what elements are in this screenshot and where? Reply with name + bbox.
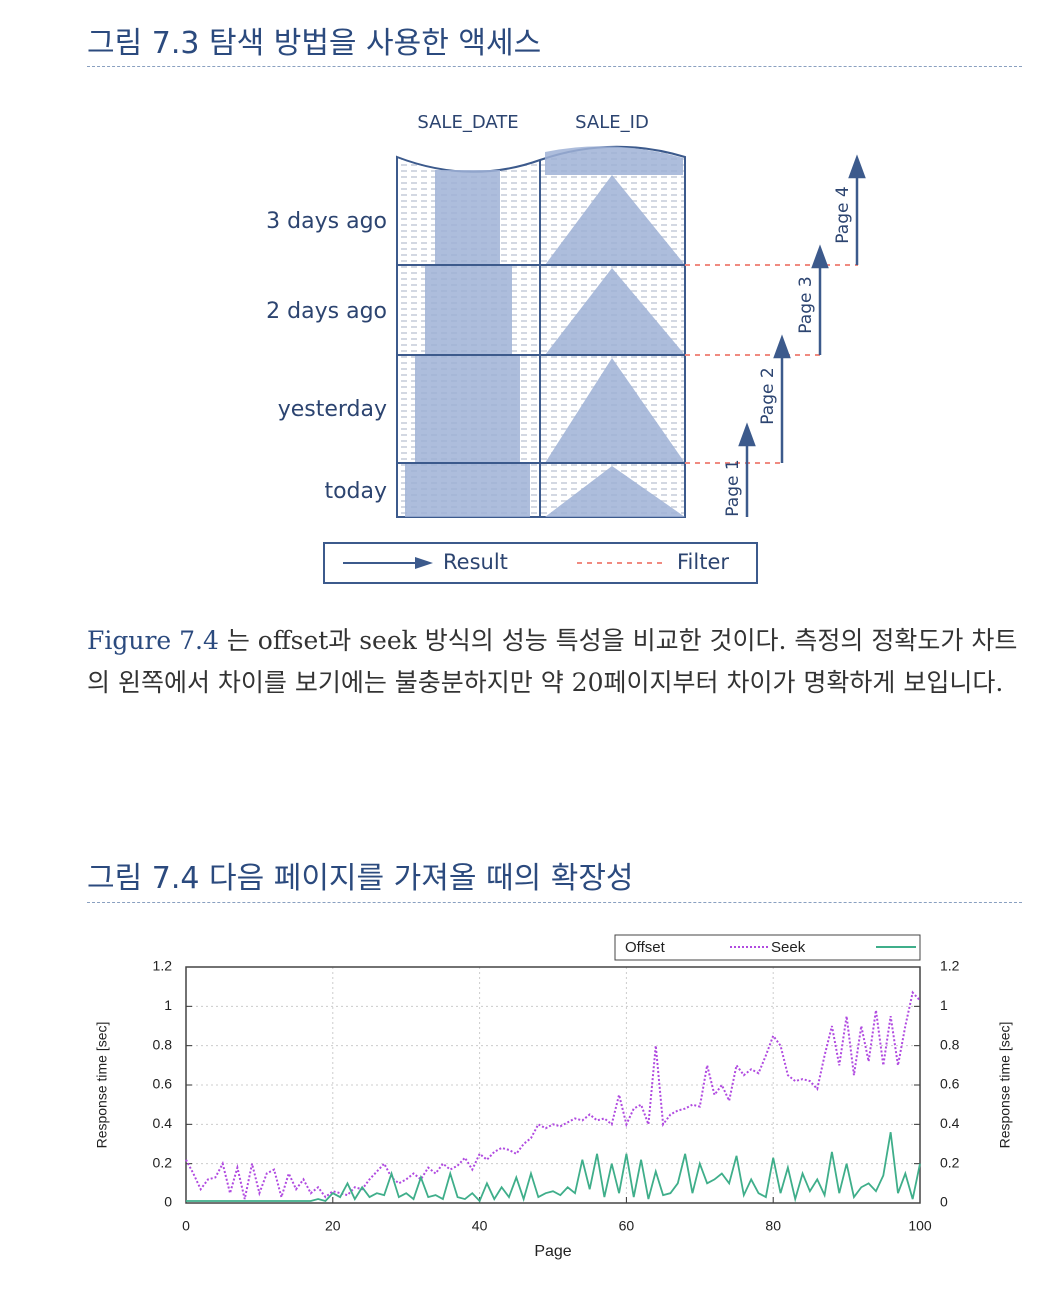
page-label: Page 1 (723, 459, 743, 516)
chart: 0 0.2 0.4 0.6 0.8 1 1.2 0 0.2 0.4 0.6 0.8 1 1.2 0 20 40 6… (94, 934, 1013, 1260)
y-tick-label: 0.8 (153, 1036, 173, 1052)
figure-title: 그림 7.3 탐색 방법을 사용한 액세스 (87, 26, 542, 61)
series-line (186, 1132, 921, 1203)
legend-label: Offset (625, 939, 666, 956)
x-axis-label: Page (534, 1243, 571, 1260)
y2-tick-label: 0.2 (940, 1154, 960, 1170)
y2-tick-label: 0.6 (940, 1076, 960, 1092)
x-tick-label: 100 (908, 1218, 932, 1234)
y2-tick-label: 0.8 (940, 1036, 960, 1052)
y-tick-label: 1.2 (153, 958, 173, 974)
page-label: Page 3 (796, 276, 816, 333)
y-axis-label: Response time [sec] (94, 1022, 110, 1149)
rule (87, 66, 1022, 67)
row-label: today (324, 479, 387, 504)
column-label: SALE_DATE (417, 112, 518, 133)
row-label: 3 days ago (266, 209, 387, 234)
x-tick-label: 20 (325, 1218, 341, 1234)
legend-sample (415, 557, 433, 569)
y2-axis-label: Response time [sec] (997, 1022, 1013, 1149)
x-tick-label: 60 (619, 1218, 635, 1234)
y-tick-label: 0.2 (153, 1154, 173, 1170)
y2-tick-label: 1 (940, 997, 948, 1013)
y-tick-label: 1 (164, 997, 172, 1013)
figure-title: 그림 7.4 다음 페이지를 가져올 때의 확장성 (87, 861, 634, 896)
x-tick-label: 80 (765, 1218, 781, 1234)
row-label: yesterday (278, 397, 387, 422)
legend-label: Filter (677, 550, 729, 574)
diagram-legend (323, 542, 758, 584)
legend-label: Result (443, 550, 508, 574)
page-label: Page 2 (758, 367, 778, 424)
index-diagram: SALE_DATE SALE_ID 3 days ago 2 days ago … (266, 112, 866, 584)
figure-link[interactable]: Figure 7.4 (87, 626, 219, 655)
legend-label: Seek (771, 939, 806, 956)
paragraph: Figure 7.4 는 offset과 seek 방식의 성능 특성을 비교한… (87, 620, 1027, 704)
row-label: 2 days ago (266, 299, 387, 324)
rule (87, 902, 1022, 903)
y-tick-label: 0.6 (153, 1076, 173, 1092)
y2-tick-label: 0 (940, 1194, 948, 1210)
y2-tick-label: 1.2 (940, 958, 960, 974)
x-tick-label: 0 (182, 1218, 190, 1234)
row-lines (397, 160, 685, 517)
y-tick-label: 0 (164, 1194, 172, 1210)
x-tick-label: 40 (472, 1218, 488, 1234)
result-shading (405, 146, 685, 517)
series-line (185, 990, 921, 1201)
column-label: SALE_ID (575, 112, 649, 133)
paragraph-text: 는 offset과 seek 방식의 성능 특성을 비교한 것이다. 측정의 정… (87, 626, 1018, 697)
filter-lines (685, 250, 858, 470)
y-tick-label: 0.4 (153, 1115, 173, 1131)
page-arrows (738, 154, 866, 517)
plot-frame (185, 966, 921, 1204)
y2-tick-label: 0.4 (940, 1115, 960, 1131)
page-label: Page 4 (833, 186, 853, 243)
